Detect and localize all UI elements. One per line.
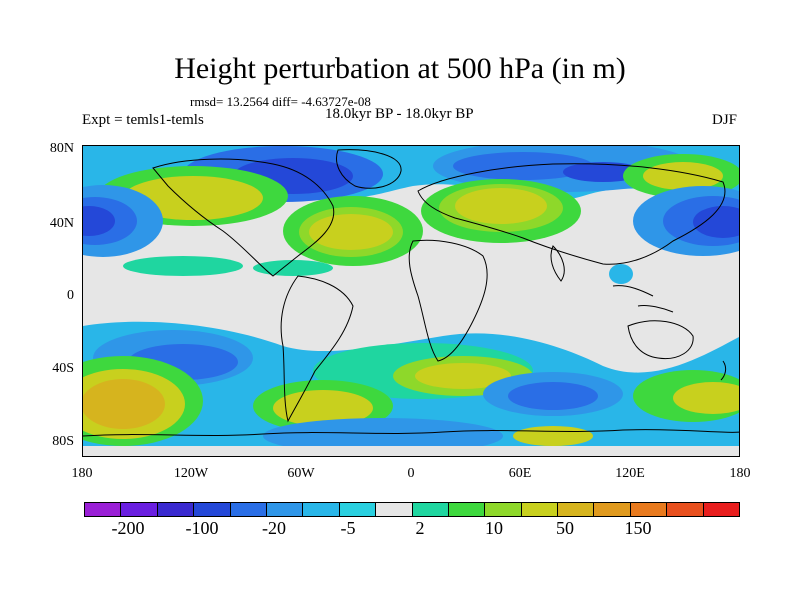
- colorbar-label-neg20: -20: [262, 518, 286, 538]
- lat-label-80n: 80N: [49, 141, 74, 156]
- lon-label-60w: 60W: [287, 466, 315, 481]
- lat-label-80s: 80S: [52, 434, 74, 449]
- lon-label-180-left: 180: [71, 466, 93, 481]
- colorbar-swatch-13: [558, 503, 595, 516]
- colorbar-label-150: 150: [624, 518, 652, 538]
- colorbar-swatch-12: [521, 503, 559, 516]
- colorbar: [84, 502, 740, 517]
- colorbar-label-50: 50: [556, 518, 574, 538]
- lon-label-120w: 120W: [173, 466, 209, 481]
- lat-label-0: 0: [67, 288, 74, 303]
- lon-label-0: 0: [407, 466, 415, 481]
- colorbar-swatch-16: [667, 503, 704, 516]
- colorbar-swatch-8: [376, 503, 413, 516]
- colorbar-label-10: 10: [485, 518, 503, 538]
- colorbar-swatch-1: [121, 503, 158, 516]
- colorbar-swatch-0: [85, 503, 122, 516]
- colorbar-swatch-3: [194, 503, 231, 516]
- period-label: 18.0kyr BP - 18.0kyr BP: [325, 106, 474, 122]
- lon-label-120e: 120E: [615, 466, 645, 481]
- colorbar-label-neg200: -200: [111, 518, 145, 538]
- stats-text: rmsd= 13.2564 diff= -4.63727e-08: [190, 94, 371, 109]
- colorbar-swatch-10: [448, 503, 486, 516]
- colorbar-swatch-5: [266, 503, 304, 516]
- colorbar-swatch-15: [630, 503, 668, 516]
- experiment-label: Expt = temls1-temls: [82, 112, 204, 128]
- colorbar-swatch-11: [485, 503, 522, 516]
- colorbar-swatch-9: [412, 503, 449, 516]
- colorbar-swatch-17: [703, 503, 740, 516]
- lat-label-40s: 40S: [52, 361, 74, 376]
- colorbar-label-neg5: -5: [340, 518, 356, 538]
- colorbar-swatch-6: [303, 503, 340, 516]
- colorbar-label-2: 2: [415, 518, 425, 538]
- colorbar-swatch-14: [594, 503, 631, 516]
- season-label: DJF: [712, 112, 738, 128]
- lon-label-60e: 60E: [508, 466, 532, 481]
- lat-label-40n: 40N: [49, 216, 74, 231]
- height-perturbation-map: [82, 145, 740, 457]
- colorbar-swatch-7: [339, 503, 377, 516]
- colorbar-swatch-4: [230, 503, 267, 516]
- lon-label-180-right: 180: [729, 466, 751, 481]
- colorbar-swatch-2: [157, 503, 195, 516]
- colorbar-label-neg100: -100: [185, 518, 219, 538]
- map-title: Height perturbation at 500 hPa (in m): [174, 52, 626, 85]
